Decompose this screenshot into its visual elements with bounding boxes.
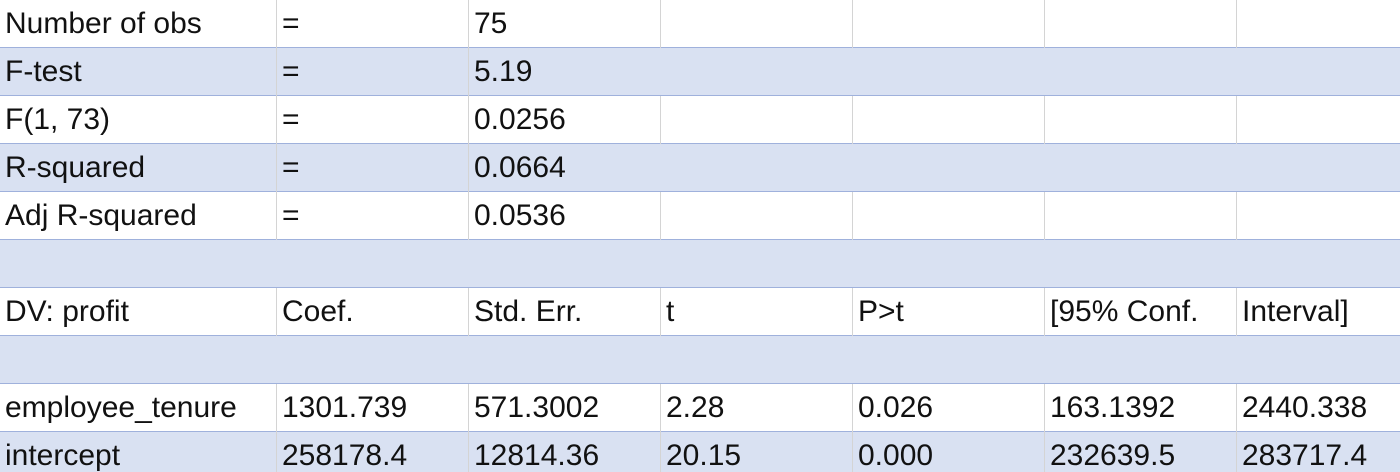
empty-cell[interactable]: [1237, 48, 1400, 96]
stat-row-r-squared: R-squared = 0.0664: [0, 144, 1400, 192]
stat-equals[interactable]: =: [277, 48, 469, 96]
empty-cell[interactable]: [661, 144, 853, 192]
conf-low-cell[interactable]: 232639.5: [1045, 432, 1237, 472]
coef-cell[interactable]: 1301.739: [277, 384, 469, 432]
empty-cell[interactable]: [1045, 240, 1237, 288]
stat-value[interactable]: 0.0664: [474, 151, 566, 184]
conf-low-cell[interactable]: 163.1392: [1045, 384, 1237, 432]
empty-cell[interactable]: [1237, 96, 1400, 144]
stat-value[interactable]: 5.19: [474, 55, 533, 88]
stat-value[interactable]: 0.0536: [469, 192, 661, 240]
empty-cell[interactable]: [853, 48, 1045, 96]
p-cell[interactable]: 0.026: [853, 384, 1045, 432]
row-label[interactable]: employee_tenure: [0, 384, 277, 432]
empty-cell[interactable]: [0, 240, 277, 288]
stat-value[interactable]: 0.0256: [469, 96, 661, 144]
empty-cell[interactable]: [1237, 240, 1400, 288]
column-header-t[interactable]: t: [661, 288, 853, 336]
empty-cell[interactable]: [277, 336, 469, 384]
stat-row-number-of-obs: Number of obs = 75: [0, 0, 1400, 48]
stat-equals[interactable]: =: [277, 0, 469, 48]
empty-cell[interactable]: [1045, 192, 1237, 240]
column-header-coef[interactable]: Coef.: [277, 288, 469, 336]
empty-cell[interactable]: [1237, 336, 1400, 384]
column-header-std-err[interactable]: Std. Err.: [469, 288, 661, 336]
empty-cell[interactable]: [1237, 0, 1400, 48]
empty-cell[interactable]: [661, 96, 853, 144]
empty-cell[interactable]: [853, 192, 1045, 240]
spacer-row: [0, 336, 1400, 384]
empty-cell[interactable]: [661, 48, 853, 96]
empty-cell[interactable]: [853, 144, 1045, 192]
stat-label[interactable]: F-test: [0, 48, 277, 96]
stat-equals[interactable]: =: [277, 192, 469, 240]
empty-cell[interactable]: [661, 240, 853, 288]
stat-label[interactable]: Adj R-squared: [0, 192, 277, 240]
empty-cell[interactable]: [1045, 96, 1237, 144]
spacer-row: [0, 240, 1400, 288]
column-header-p[interactable]: P>t: [853, 288, 1045, 336]
t-cell[interactable]: 2.28: [661, 384, 853, 432]
empty-cell[interactable]: [1045, 48, 1237, 96]
empty-cell[interactable]: [1237, 144, 1400, 192]
std-err-cell[interactable]: 571.3002: [469, 384, 661, 432]
empty-cell[interactable]: [277, 240, 469, 288]
p-cell[interactable]: 0.000: [853, 432, 1045, 472]
stat-label[interactable]: Number of obs: [0, 0, 277, 48]
std-err-cell[interactable]: 12814.36: [469, 432, 661, 472]
empty-cell[interactable]: [853, 0, 1045, 48]
stat-row-f-prob: F(1, 73) = 0.0256: [0, 96, 1400, 144]
stat-equals[interactable]: =: [277, 144, 469, 192]
stat-label[interactable]: F(1, 73): [0, 96, 277, 144]
conf-high-cell[interactable]: 2440.338: [1242, 391, 1368, 424]
table-header-row: DV: profit Coef. Std. Err. t P>t [95% Co…: [0, 288, 1400, 336]
empty-cell[interactable]: [469, 240, 661, 288]
column-header-conf-high[interactable]: Interval]: [1242, 295, 1349, 328]
stat-equals[interactable]: =: [277, 96, 469, 144]
empty-cell[interactable]: [469, 336, 661, 384]
empty-cell[interactable]: [1045, 144, 1237, 192]
column-header-conf-low[interactable]: [95% Conf.: [1045, 288, 1237, 336]
table-row: intercept 258178.4 12814.36 20.15 0.000 …: [0, 432, 1400, 472]
row-label[interactable]: intercept: [0, 432, 277, 472]
stat-row-adj-r-squared: Adj R-squared = 0.0536: [0, 192, 1400, 240]
empty-cell[interactable]: [1045, 336, 1237, 384]
empty-cell[interactable]: [853, 96, 1045, 144]
empty-cell[interactable]: [853, 336, 1045, 384]
stat-row-f-test: F-test = 5.19: [0, 48, 1400, 96]
empty-cell[interactable]: [0, 336, 277, 384]
empty-cell[interactable]: [1045, 0, 1237, 48]
coef-cell[interactable]: 258178.4: [277, 432, 469, 472]
t-cell[interactable]: 20.15: [661, 432, 853, 472]
empty-cell[interactable]: [661, 0, 853, 48]
column-header-dv[interactable]: DV: profit: [0, 288, 277, 336]
stat-label[interactable]: R-squared: [0, 144, 277, 192]
stat-value[interactable]: 75: [469, 0, 661, 48]
empty-cell[interactable]: [661, 336, 853, 384]
conf-high-cell[interactable]: 283717.4: [1242, 439, 1368, 472]
table-row: employee_tenure 1301.739 571.3002 2.28 0…: [0, 384, 1400, 432]
empty-cell[interactable]: [853, 240, 1045, 288]
empty-cell[interactable]: [1237, 192, 1400, 240]
empty-cell[interactable]: [661, 192, 853, 240]
